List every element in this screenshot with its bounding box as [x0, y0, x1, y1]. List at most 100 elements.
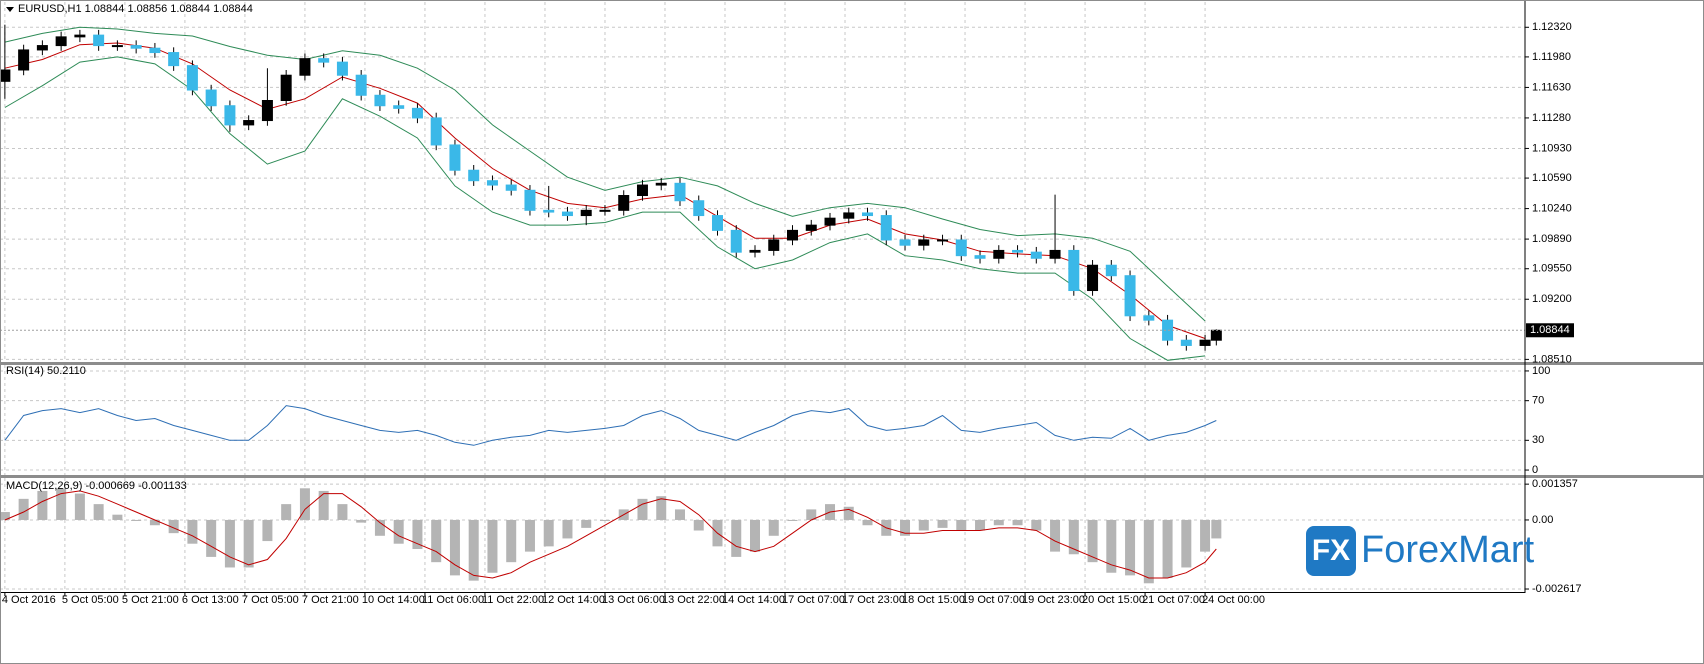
- macd-bar: [37, 490, 48, 520]
- macd-bar: [131, 519, 142, 521]
- candle-body: [1012, 249, 1024, 253]
- macd-bar: [337, 504, 348, 520]
- candle-body: [393, 105, 405, 109]
- macd-bar: [18, 498, 29, 520]
- macd-bar: [637, 498, 648, 520]
- x-tick-label: 10 Oct 14:00: [362, 594, 425, 606]
- candle-body: [224, 105, 236, 126]
- macd-bar: [487, 519, 498, 573]
- macd-bar: [468, 519, 479, 581]
- y-tick-label: 1.08510: [1532, 353, 1572, 365]
- macd-bar: [993, 519, 1004, 526]
- candle-body: [1143, 315, 1155, 321]
- macd-bar: [281, 504, 292, 520]
- y-tick-label: 1.09550: [1532, 263, 1572, 275]
- macd-bar: [1050, 519, 1061, 552]
- candle-body: [993, 249, 1005, 259]
- x-tick-label: 6 Oct 13:00: [182, 594, 239, 606]
- x-tick-label: 11 Oct 06:00: [422, 594, 484, 606]
- macd-bar: [262, 519, 273, 542]
- candle-body: [1105, 264, 1117, 277]
- x-tick-label: 11 Oct 22:00: [482, 594, 544, 606]
- candle-body: [974, 255, 986, 259]
- x-tick-label: 7 Oct 21:00: [302, 594, 359, 606]
- macd-bar: [1211, 519, 1222, 539]
- macd-bar: [1087, 519, 1098, 563]
- candle-body: [1210, 329, 1222, 341]
- x-tick-label: 21 Oct 07:00: [1142, 594, 1205, 606]
- macd-bar: [393, 519, 404, 544]
- macd-bar: [299, 488, 310, 520]
- macd-bar: [1143, 519, 1154, 584]
- candle-body: [843, 212, 855, 219]
- macd-bar: [937, 519, 948, 528]
- bollinger-band: [4, 26, 1206, 322]
- macd-bar: [956, 519, 967, 531]
- grid-layer: [0, 2, 1525, 592]
- candle-body: [74, 34, 86, 38]
- menu-arrow[interactable]: [6, 7, 14, 12]
- candle-body: [280, 74, 292, 101]
- macd-bar: [787, 519, 798, 521]
- panel-separator: [0, 362, 1704, 365]
- logo-text: ForexMart: [1361, 529, 1535, 571]
- y-tick-label: 1.10240: [1532, 202, 1572, 214]
- x-tick-label: 18 Oct 15:00: [902, 594, 965, 606]
- candle-body: [1087, 264, 1099, 292]
- macd-bar: [374, 519, 385, 536]
- candle-body: [937, 239, 949, 242]
- candle-body: [918, 239, 930, 246]
- macd-bar: [56, 488, 67, 520]
- candle-body: [336, 61, 348, 76]
- candle-body: [205, 89, 217, 107]
- candle-body: [149, 47, 161, 54]
- last-price-box: [1526, 323, 1574, 338]
- y-tick-label: 1.10590: [1532, 172, 1572, 184]
- y-tick-label: 1.11630: [1532, 81, 1571, 93]
- y-tick-label: 30: [1532, 434, 1544, 446]
- macd-bar: [506, 519, 517, 563]
- candle-body: [805, 224, 817, 231]
- candle-body: [711, 215, 723, 231]
- candle-body: [749, 249, 761, 253]
- x-tick-label: 19 Oct 23:00: [1022, 594, 1085, 606]
- candle-body: [186, 65, 198, 91]
- logo-badge: [1306, 526, 1356, 576]
- candle-body: [130, 45, 142, 49]
- x-tick-label: 17 Oct 23:00: [842, 594, 905, 606]
- candle-body: [261, 99, 273, 122]
- macd-bar: [449, 519, 460, 576]
- candle-body: [243, 120, 255, 126]
- x-axis-line: [0, 592, 1525, 593]
- candle-body: [318, 58, 330, 63]
- candle-body: [955, 239, 967, 257]
- macd-bar: [1125, 519, 1136, 576]
- x-tick-label: 12 Oct 14:00: [542, 594, 605, 606]
- candle-body: [111, 45, 123, 48]
- macd-bar: [806, 509, 817, 520]
- candle-body: [768, 239, 780, 251]
- macd-bar: [693, 519, 704, 531]
- x-tick-label: 5 Oct 21:00: [122, 594, 179, 606]
- macd-bar: [656, 496, 667, 520]
- candle-body: [374, 94, 386, 107]
- panel-separator: [0, 475, 1704, 478]
- y-tick-label: 1.10930: [1532, 142, 1572, 154]
- logo: FX ForexMart: [1306, 526, 1535, 576]
- candle-body: [1180, 339, 1192, 346]
- macd-bar: [975, 519, 986, 531]
- candle-body: [880, 215, 892, 241]
- y-tick-label: 1.09890: [1532, 233, 1572, 245]
- macd-bar: [1200, 519, 1211, 552]
- macd-bar: [1181, 519, 1192, 568]
- candle-body: [55, 36, 67, 47]
- x-tick-label: 14 Oct 14:00: [722, 594, 785, 606]
- y-tick-label: 1.12320: [1532, 21, 1572, 33]
- x-tick-label: 24 Oct 00:00: [1202, 594, 1265, 606]
- candle-body: [1030, 251, 1042, 259]
- macd-bar: [1012, 519, 1023, 526]
- macd-bar: [243, 519, 254, 568]
- x-tick-label: 17 Oct 07:00: [782, 594, 845, 606]
- x-tick-label: 4 Oct 2016: [2, 594, 56, 606]
